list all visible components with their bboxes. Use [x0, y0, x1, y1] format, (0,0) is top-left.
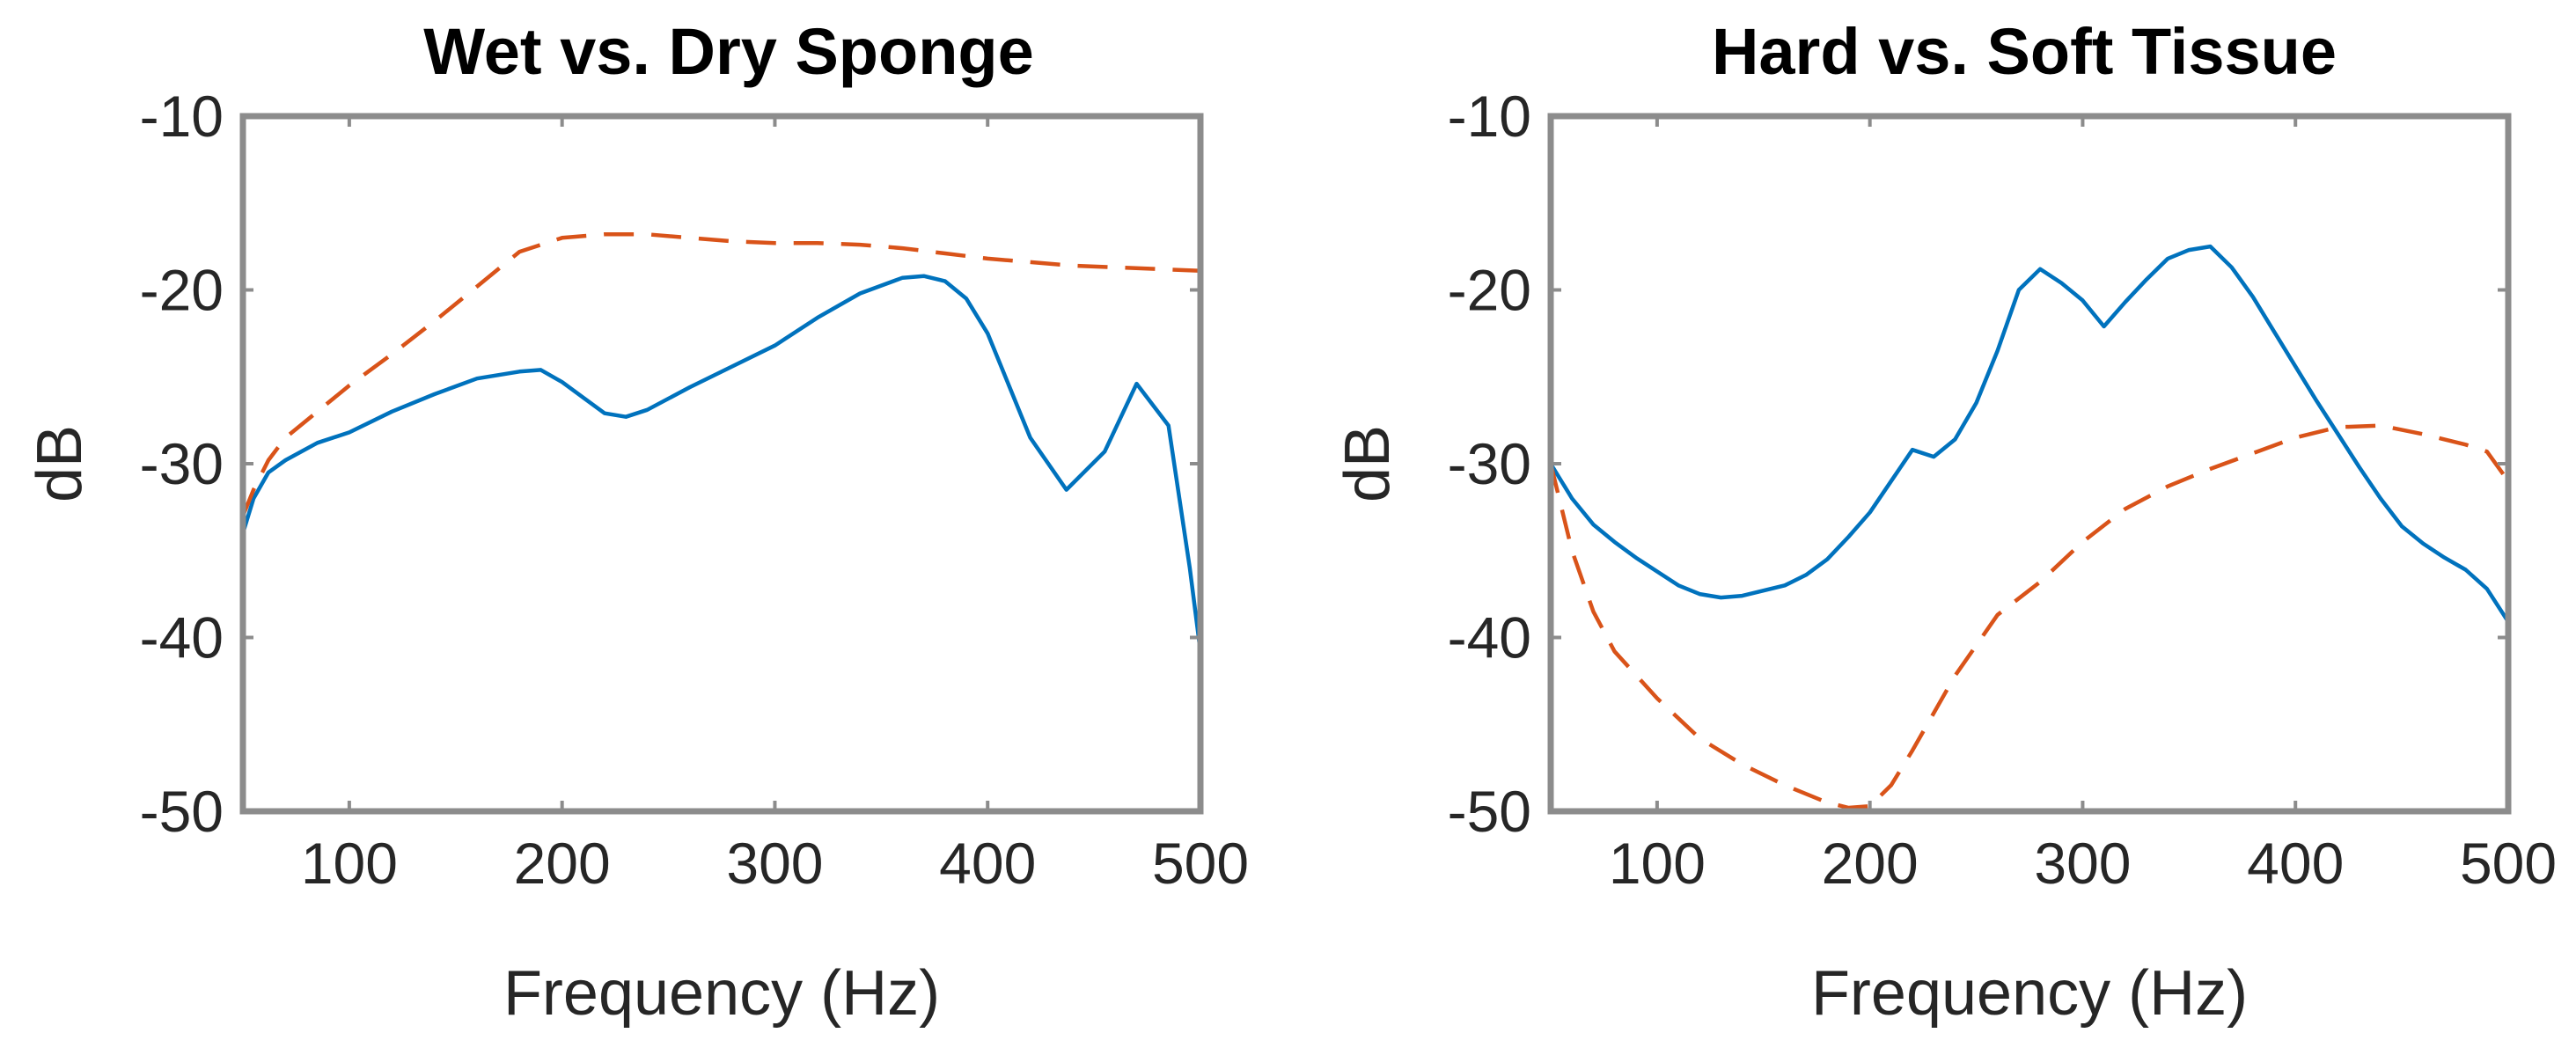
- x-tick-label: 500: [2460, 831, 2557, 896]
- series-line-dashed: [1548, 423, 2510, 810]
- axes-box: [239, 113, 1204, 815]
- x-ticks: 100 200 300 400 500: [301, 116, 1249, 896]
- y-tick-label: -40: [140, 605, 224, 670]
- x-tick-label: 200: [1822, 831, 1919, 896]
- x-tick-label: 500: [1152, 831, 1249, 896]
- axes-box: [1547, 113, 2512, 815]
- series-lines: [1548, 244, 2510, 810]
- x-tick-label: 300: [2034, 831, 2131, 896]
- y-axis-label: dB: [1332, 425, 1403, 502]
- y-tick-label: -30: [140, 431, 224, 496]
- x-axis-label: Frequency (Hz): [503, 958, 940, 1029]
- series-line-solid: [240, 274, 1203, 652]
- y-tick-label: -20: [140, 258, 224, 323]
- chart-hard-vs-soft-tissue: Hard vs. Soft Tissue 100 200 300 400 500 -10…: [1332, 15, 2557, 1029]
- series-line-solid: [1549, 244, 2510, 623]
- x-tick-label: 400: [2247, 831, 2344, 896]
- x-tick-label: 100: [301, 831, 398, 896]
- y-tick-label: -10: [1448, 84, 1531, 149]
- y-tick-label: -50: [1448, 779, 1531, 844]
- x-ticks: 100 200 300 400 500: [1609, 116, 2557, 896]
- x-tick-label: 100: [1609, 831, 1706, 896]
- y-ticks: -10 -20 -30 -40 -50: [1448, 84, 2508, 844]
- x-tick-label: 300: [726, 831, 823, 896]
- x-axis-label: Frequency (Hz): [1811, 958, 2248, 1029]
- y-axis-label: dB: [25, 425, 95, 502]
- series-line-dashed: [240, 232, 1201, 517]
- y-tick-label: -10: [140, 84, 224, 149]
- x-tick-label: 400: [939, 831, 1036, 896]
- chart-title: Wet vs. Dry Sponge: [423, 15, 1034, 88]
- y-tick-label: -20: [1448, 258, 1531, 323]
- x-tick-label: 200: [514, 831, 611, 896]
- chart-wet-vs-dry-sponge: Wet vs. Dry Sponge 100 200 300 400 500 -10 -2…: [25, 15, 1249, 1029]
- y-tick-label: -40: [1448, 605, 1531, 670]
- y-tick-label: -50: [140, 779, 224, 844]
- y-ticks: -10 -20 -30 -40 -50: [140, 84, 1200, 844]
- y-tick-label: -30: [1448, 431, 1531, 496]
- chart-title: Hard vs. Soft Tissue: [1712, 15, 2337, 88]
- series-lines: [240, 232, 1203, 652]
